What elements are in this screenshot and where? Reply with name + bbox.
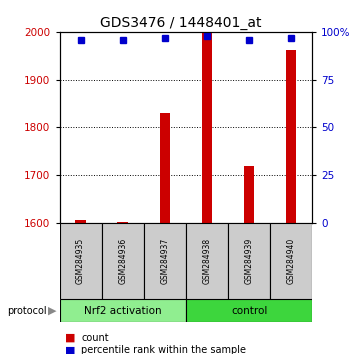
Bar [286, 50, 296, 223]
Text: ■: ■ [65, 333, 75, 343]
Text: GSM284937: GSM284937 [160, 238, 169, 284]
Bar [60, 299, 186, 322]
Bar [160, 113, 170, 223]
Text: GDS3476 / 1448401_at: GDS3476 / 1448401_at [100, 16, 261, 30]
Text: GSM284938: GSM284938 [203, 238, 212, 284]
Bar [202, 32, 212, 223]
Bar [117, 222, 128, 223]
Bar [144, 223, 186, 299]
Bar [60, 223, 102, 299]
Text: GSM284936: GSM284936 [118, 238, 127, 284]
Bar [186, 223, 228, 299]
Bar [228, 223, 270, 299]
Bar [186, 299, 312, 322]
Text: ■: ■ [65, 346, 75, 354]
Bar [270, 223, 312, 299]
Text: Nrf2 activation: Nrf2 activation [84, 306, 162, 316]
Text: GSM284940: GSM284940 [287, 238, 296, 284]
Bar [75, 220, 86, 223]
Bar [244, 166, 255, 223]
Text: control: control [231, 306, 267, 316]
Text: ▶: ▶ [48, 306, 57, 316]
Bar [102, 223, 144, 299]
Text: GSM284935: GSM284935 [76, 238, 85, 284]
Text: count: count [81, 333, 109, 343]
Text: GSM284939: GSM284939 [245, 238, 253, 284]
Text: percentile rank within the sample: percentile rank within the sample [81, 346, 246, 354]
Text: protocol: protocol [7, 306, 47, 316]
